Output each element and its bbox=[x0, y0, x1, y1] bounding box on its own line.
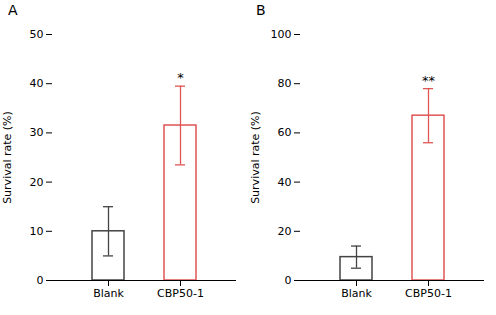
svg-text:Survival rate (%): Survival rate (%) bbox=[249, 111, 262, 204]
svg-text:80: 80 bbox=[278, 77, 292, 90]
svg-text:Blank: Blank bbox=[341, 287, 372, 300]
svg-text:Blank: Blank bbox=[93, 287, 124, 300]
svg-text:20: 20 bbox=[278, 225, 292, 238]
svg-text:CBP50-1: CBP50-1 bbox=[157, 287, 204, 300]
svg-text:50: 50 bbox=[30, 28, 44, 41]
svg-text:*: * bbox=[177, 70, 184, 85]
svg-text:10: 10 bbox=[30, 225, 44, 238]
svg-text:60: 60 bbox=[278, 126, 292, 139]
html-text:B: B bbox=[256, 2, 266, 18]
svg-text:100: 100 bbox=[271, 28, 292, 41]
svg-text:CBP50-1: CBP50-1 bbox=[405, 287, 452, 300]
svg-text:20: 20 bbox=[30, 176, 44, 189]
svg-text:0: 0 bbox=[285, 274, 292, 287]
svg-text:Survival rate (%): Survival rate (%) bbox=[1, 111, 14, 204]
svg-text:40: 40 bbox=[278, 176, 292, 189]
svg-text:40: 40 bbox=[30, 77, 44, 90]
svg-text:0: 0 bbox=[37, 274, 44, 287]
html-text:A: A bbox=[8, 2, 18, 18]
svg-text:**: ** bbox=[422, 73, 436, 88]
svg-text:30: 30 bbox=[30, 126, 44, 139]
